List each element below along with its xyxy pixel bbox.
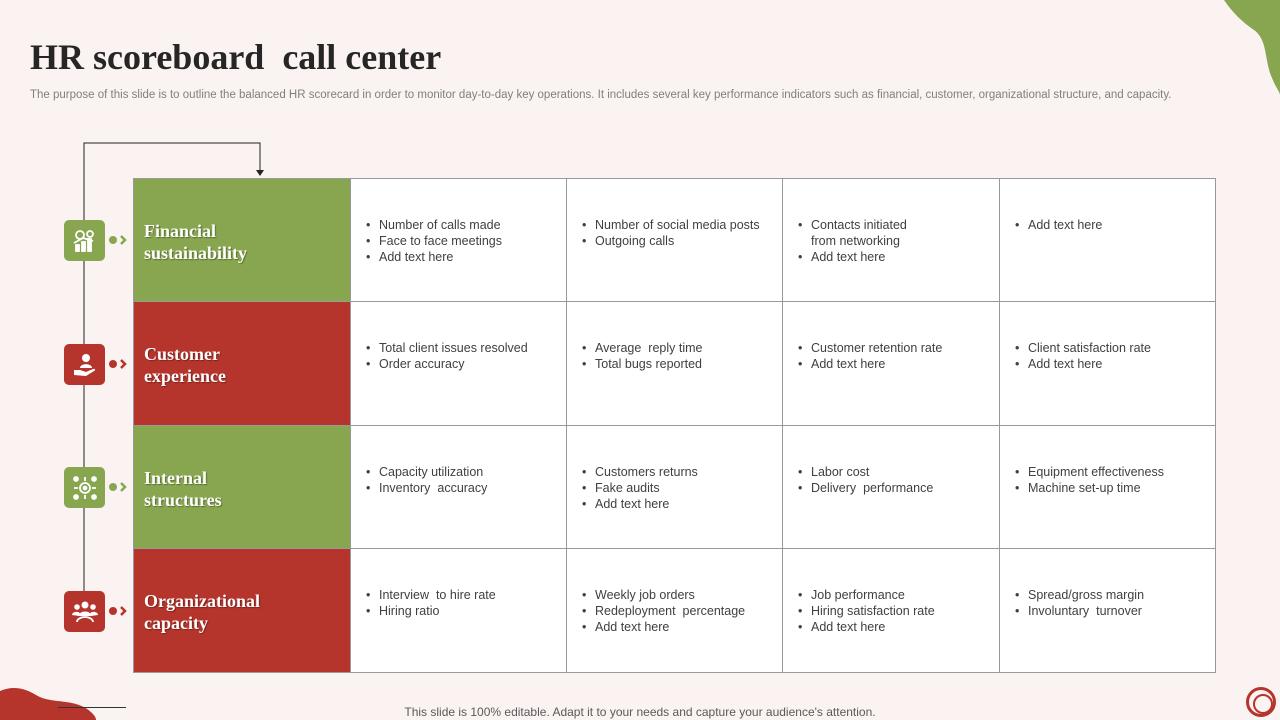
kpi-item: Add text here	[577, 619, 774, 635]
row-pointer-icon	[109, 235, 127, 245]
footer-note: This slide is 100% editable. Adapt it to…	[404, 705, 876, 719]
finance-icon	[64, 220, 105, 261]
kpi-item: Labor cost	[793, 464, 991, 480]
row-header-customer: Customer experience	[134, 302, 351, 426]
kpi-item: Face to face meetings	[361, 233, 558, 249]
team-icon	[64, 591, 105, 632]
kpi-item: Customers returns	[577, 464, 774, 480]
kpi-item: Machine set-up time	[1010, 480, 1207, 496]
kpi-cell: Labor cost Delivery performance	[783, 426, 1000, 549]
kpi-item: Job performance	[793, 587, 991, 603]
kpi-item: Add text here	[361, 249, 558, 265]
kpi-cell: Job performance Hiring satisfaction rate…	[783, 549, 1000, 673]
kpi-cell: Capacity utilization Inventory accuracy	[351, 426, 567, 549]
kpi-item: Hiring ratio	[361, 603, 558, 619]
page-subtitle: The purpose of this slide is to outline …	[30, 89, 1172, 101]
kpi-item: Outgoing calls	[577, 233, 774, 249]
kpi-item: Add text here	[793, 249, 991, 265]
kpi-item: Fake audits	[577, 480, 774, 496]
corner-decoration-top-right	[1224, 0, 1280, 95]
kpi-item: Delivery performance	[793, 480, 991, 496]
corner-decoration-bottom-left	[0, 688, 96, 720]
kpi-item: Client satisfaction rate	[1010, 340, 1207, 356]
kpi-cell: Number of social media posts Outgoing ca…	[567, 179, 783, 302]
scorecard-table: Financial sustainability Number of calls…	[133, 178, 1216, 673]
kpi-item: Add text here	[793, 356, 991, 372]
kpi-item: Average reply time	[577, 340, 774, 356]
kpi-cell: Weekly job orders Redeployment percentag…	[567, 549, 783, 673]
corner-ring-decoration	[1246, 687, 1276, 717]
kpi-cell: Spread/gross margin Involuntary turnover	[1000, 549, 1216, 673]
kpi-item: Number of calls made	[361, 217, 558, 233]
kpi-item: Contacts initiated from networking	[793, 217, 923, 249]
kpi-item: Hiring satisfaction rate	[793, 603, 991, 619]
kpi-item: Interview to hire rate	[361, 587, 558, 603]
kpi-item: Redeployment percentage	[577, 603, 774, 619]
kpi-item: Inventory accuracy	[361, 480, 558, 496]
kpi-item: Number of social media posts	[577, 217, 774, 233]
row-header-internal: Internal structures	[134, 426, 351, 549]
kpi-item: Add text here	[793, 619, 991, 635]
kpi-item: Order accuracy	[361, 356, 558, 372]
kpi-cell: Total client issues resolved Order accur…	[351, 302, 567, 426]
hand-user-icon	[64, 344, 105, 385]
kpi-item: Add text here	[1010, 217, 1207, 233]
page-title: HR scoreboard call center	[30, 37, 442, 77]
row-pointer-icon	[109, 359, 127, 369]
structure-icon	[64, 467, 105, 508]
kpi-cell: Interview to hire rate Hiring ratio	[351, 549, 567, 673]
kpi-cell: Contacts initiated from networking Add t…	[783, 179, 1000, 302]
kpi-cell: Average reply time Total bugs reported	[567, 302, 783, 426]
kpi-item: Involuntary turnover	[1010, 603, 1207, 619]
kpi-item: Spread/gross margin	[1010, 587, 1207, 603]
kpi-cell: Customer retention rate Add text here	[783, 302, 1000, 426]
kpi-cell: Client satisfaction rate Add text here	[1000, 302, 1216, 426]
kpi-item: Add text here	[577, 496, 774, 512]
kpi-item: Weekly job orders	[577, 587, 774, 603]
kpi-cell: Add text here	[1000, 179, 1216, 302]
kpi-item: Capacity utilization	[361, 464, 558, 480]
decorative-line	[58, 707, 126, 708]
row-pointer-icon	[109, 482, 127, 492]
row-header-organizational: Organizational capacity	[134, 549, 351, 673]
kpi-cell: Number of calls made Face to face meetin…	[351, 179, 567, 302]
kpi-item: Customer retention rate	[793, 340, 991, 356]
kpi-cell: Customers returns Fake audits Add text h…	[567, 426, 783, 549]
row-header-financial: Financial sustainability	[134, 179, 351, 302]
row-pointer-icon	[109, 606, 127, 616]
kpi-item: Total client issues resolved	[361, 340, 558, 356]
kpi-cell: Equipment effectiveness Machine set-up t…	[1000, 426, 1216, 549]
kpi-item: Total bugs reported	[577, 356, 774, 372]
kpi-item: Equipment effectiveness	[1010, 464, 1207, 480]
kpi-item: Add text here	[1010, 356, 1207, 372]
